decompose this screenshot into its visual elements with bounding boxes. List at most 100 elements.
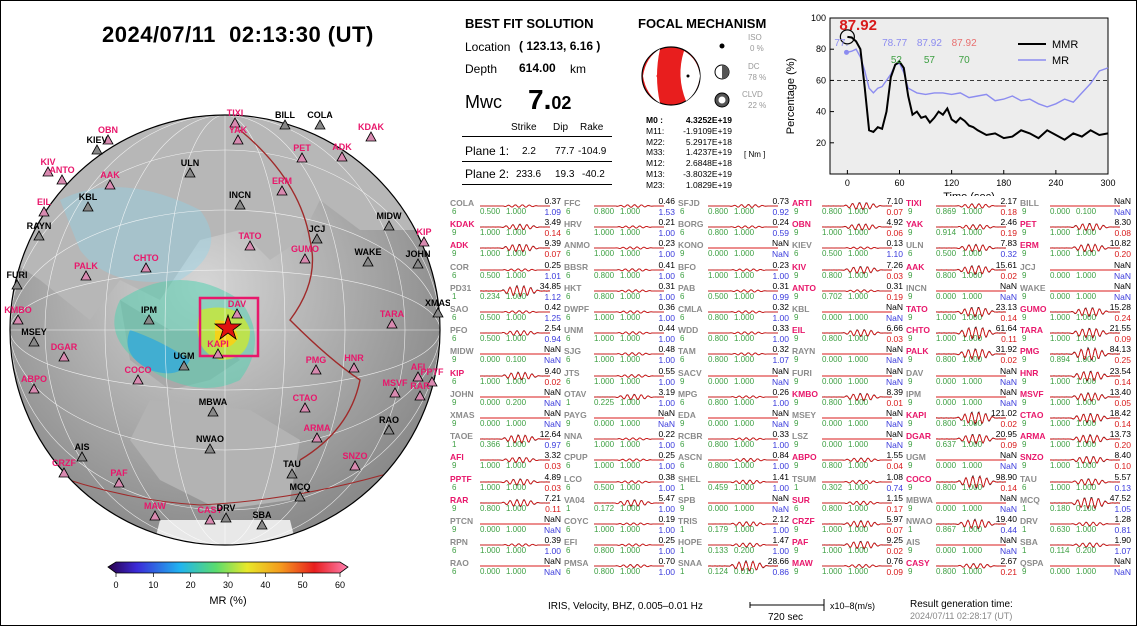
station-palk[interactable]: PALK 31.92 9 0.800 1.000 0.02	[906, 344, 1019, 365]
station-va04[interactable]: VA04 5.47 1 0.172 1.000 1.00	[564, 493, 677, 514]
station-tau[interactable]: TAU 5.57 6 1.000 1.000 0.13	[1020, 472, 1133, 493]
station-payg[interactable]: PAYG NaN 9 0.000 1.000 NaN	[564, 408, 677, 429]
station-pet[interactable]: PET 8.30 9 1.000 1.000 0.08	[1020, 217, 1133, 238]
station-rao[interactable]: RAO NaN 6 0.000 1.000 NaN	[450, 556, 563, 577]
station-paf[interactable]: PAF 9.25 9 1.000 1.000 0.02	[792, 535, 905, 556]
station-dwpf[interactable]: DWPF 0.36 6 1.000 1.000 1.00	[564, 302, 677, 323]
station-hope[interactable]: HOPE 1.47 1 0.133 0.200 1.00	[678, 535, 791, 556]
station-dav[interactable]: DAV NaN 9 0.000 1.000 NaN	[906, 366, 1019, 387]
station-mpg[interactable]: MPG 0.26 6 0.800 1.000 1.00	[678, 387, 791, 408]
station-kiv[interactable]: KIV 7.26 9 0.800 1.000 0.03	[792, 260, 905, 281]
station-mbwa[interactable]: MBWA NaN 9 0.000 1.000 NaN	[906, 493, 1019, 514]
station-coyc[interactable]: COYC 0.19 6 1.000 1.000 1.00	[564, 514, 677, 535]
station-jts[interactable]: JTS 0.55 6 1.000 1.000 1.00	[564, 366, 677, 387]
station-sur[interactable]: SUR 1.15 6 0.800 1.000 0.17	[792, 493, 905, 514]
station-efi[interactable]: EFI 0.25 6 0.800 1.000 1.00	[564, 535, 677, 556]
station-erm[interactable]: ERM 10.82 9 1.000 1.000 0.20	[1020, 238, 1133, 259]
station-kiev[interactable]: KIEV 0.13 6 0.500 1.000 1.10	[792, 238, 905, 259]
station-lsz[interactable]: LSZ NaN 9 0.000 1.000 NaN	[792, 429, 905, 450]
station-wdd[interactable]: WDD 0.33 6 0.800 1.000 1.00	[678, 323, 791, 344]
station-wake[interactable]: WAKE NaN 9 0.000 1.000 NaN	[1020, 281, 1133, 302]
station-nna[interactable]: NNA 0.22 6 1.000 1.000 1.00	[564, 429, 677, 450]
station-anmo[interactable]: ANMO 0.23 6 1.000 1.000 1.00	[564, 238, 677, 259]
station-ffc[interactable]: FFC 0.46 6 0.800 1.000 1.53	[564, 196, 677, 217]
station-anto[interactable]: ANTO 0.31 9 0.702 1.000 0.19	[792, 281, 905, 302]
station-chto[interactable]: CHTO 61.64 9 1.000 1.000 0.11	[906, 323, 1019, 344]
station-sao[interactable]: SAO 0.42 6 0.500 1.000 1.25	[450, 302, 563, 323]
station-crzf[interactable]: CRZF 5.97 9 1.000 1.000 0.07	[792, 514, 905, 535]
station-gumo[interactable]: GUMO 15.28 9 1.000 1.000 0.24	[1020, 302, 1133, 323]
station-tsum[interactable]: TSUM 1.08 1 0.302 1.000 0.74	[792, 472, 905, 493]
station-afi[interactable]: AFI 3.32 9 1.000 1.000 0.03	[450, 450, 563, 471]
station-furi[interactable]: FURI NaN 9 0.000 1.000 NaN	[792, 366, 905, 387]
station-nwao[interactable]: NWAO 19.40 1 0.867 1.000 0.44	[906, 514, 1019, 535]
station-tato[interactable]: TATO 23.13 9 1.000 1.000 0.14	[906, 302, 1019, 323]
station-arti[interactable]: ARTI 7.10 9 0.800 1.000 0.07	[792, 196, 905, 217]
station-pfo[interactable]: PFO 2.54 6 0.500 1.000 0.94	[450, 323, 563, 344]
station-cpup[interactable]: CPUP 0.25 6 1.000 1.000 1.00	[564, 450, 677, 471]
station-hnr[interactable]: HNR 23.54 9 1.000 1.000 0.14	[1020, 366, 1133, 387]
station-rayn[interactable]: RAYN NaN 9 0.000 1.000 NaN	[792, 344, 905, 365]
station-cola[interactable]: COLA 0.37 6 0.500 1.000 1.09	[450, 196, 563, 217]
station-bill[interactable]: BILL NaN 9 0.000 0.100 NaN	[1020, 196, 1133, 217]
station-kmbo[interactable]: KMBO 8.39 9 0.800 1.000 0.01	[792, 387, 905, 408]
station-spb[interactable]: SPB NaN 9 0.000 1.000 NaN	[678, 493, 791, 514]
station-pmsa[interactable]: PMSA 0.70 6 0.800 1.000 1.00	[564, 556, 677, 577]
station-kapi[interactable]: KAPI 121.02 9 0.800 1.000 0.02	[906, 408, 1019, 429]
station-sba[interactable]: SBA 1.90 1 0.114 0.200 1.07	[1020, 535, 1133, 556]
station-cor[interactable]: COR 0.25 6 0.500 1.000 1.01	[450, 260, 563, 281]
station-midw[interactable]: MIDW NaN 9 0.000 0.100 NaN	[450, 344, 563, 365]
station-kono[interactable]: KONO NaN 9 0.000 1.000 NaN	[678, 238, 791, 259]
station-pab[interactable]: PAB 0.31 6 0.500 1.000 0.99	[678, 281, 791, 302]
station-ptcn[interactable]: PTCN NaN 9 0.000 1.000 NaN	[450, 514, 563, 535]
station-bfo[interactable]: BFO 0.23 6 1.000 1.000 1.00	[678, 260, 791, 281]
station-pd31[interactable]: PD31 34.85 1 0.234 1.000 1.12	[450, 281, 563, 302]
station-ascn[interactable]: ASCN 0.84 6 0.800 1.000 1.00	[678, 450, 791, 471]
station-rpn[interactable]: RPN 0.39 6 1.000 1.000 1.00	[450, 535, 563, 556]
station-arma[interactable]: ARMA 13.73 9 1.000 1.000 0.20	[1020, 429, 1133, 450]
station-shel[interactable]: SHEL 1.41 1 0.459 1.000 1.00	[678, 472, 791, 493]
station-kip[interactable]: KIP 9.40 6 1.000 1.000 0.02	[450, 366, 563, 387]
station-rcbr[interactable]: RCBR 0.33 6 0.800 1.000 1.00	[678, 429, 791, 450]
station-tixi[interactable]: TIXI 2.17 9 0.869 1.000 0.18	[906, 196, 1019, 217]
station-qspa[interactable]: QSPA NaN 9 0.000 1.000 NaN	[1020, 556, 1133, 577]
station-mcq[interactable]: MCQ 47.52 1 0.180 0.100 1.05	[1020, 493, 1133, 514]
station-uln[interactable]: ULN 7.83 6 0.500 1.000 0.32	[906, 238, 1019, 259]
station-sjg[interactable]: SJG 0.48 6 1.000 1.000 1.00	[564, 344, 677, 365]
station-snaa[interactable]: SNAA 28.66 1 0.124 0.010 0.86	[678, 556, 791, 577]
station-tam[interactable]: TAM 0.32 6 0.800 1.000 1.07	[678, 344, 791, 365]
station-rar[interactable]: RAR 7.21 9 0.800 1.000 0.11	[450, 493, 563, 514]
station-abpo[interactable]: ABPO 1.55 9 0.800 1.000 0.04	[792, 450, 905, 471]
station-maw[interactable]: MAW 0.76 9 1.000 1.000 0.09	[792, 556, 905, 577]
station-aak[interactable]: AAK 15.61 9 0.800 1.000 0.02	[906, 260, 1019, 281]
station-ipm[interactable]: IPM NaN 9 0.000 1.000 NaN	[906, 387, 1019, 408]
station-yak[interactable]: YAK 2.46 9 0.914 1.000 0.19	[906, 217, 1019, 238]
station-unm[interactable]: UNM 0.44 6 1.000 1.000 1.00	[564, 323, 677, 344]
station-cmla[interactable]: CMLA 0.32 6 0.800 1.000 1.00	[678, 302, 791, 323]
station-tris[interactable]: TRIS 2.12 1 0.179 1.000 1.00	[678, 514, 791, 535]
station-msey[interactable]: MSEY NaN 9 0.000 1.000 NaN	[792, 408, 905, 429]
station-pmg[interactable]: PMG 84.13 9 0.894 1.000 0.25	[1020, 344, 1133, 365]
station-kbl[interactable]: KBL NaN 9 0.000 1.000 NaN	[792, 302, 905, 323]
station-dgar[interactable]: DGAR 20.95 9 0.637 1.000 0.09	[906, 429, 1019, 450]
station-incn[interactable]: INCN NaN 9 0.000 1.000 NaN	[906, 281, 1019, 302]
station-borg[interactable]: BORG 0.24 6 0.800 1.000 0.59	[678, 217, 791, 238]
station-ctao[interactable]: CTAO 18.42 9 1.000 1.000 0.14	[1020, 408, 1133, 429]
station-sacv[interactable]: SACV NaN 9 0.000 1.000 NaN	[678, 366, 791, 387]
station-lco[interactable]: LCO 0.38 6 0.500 1.000 1.00	[564, 472, 677, 493]
station-hrv[interactable]: HRV 0.21 6 1.000 1.000 1.00	[564, 217, 677, 238]
station-bbsr[interactable]: BBSR 0.41 6 0.800 1.000 1.00	[564, 260, 677, 281]
station-kdak[interactable]: KDAK 3.49 9 1.000 1.000 0.14	[450, 217, 563, 238]
station-adk[interactable]: ADK 9.39 9 1.000 1.000 0.07	[450, 238, 563, 259]
station-taoe[interactable]: TAOE 12.64 1 0.366 1.000 0.97	[450, 429, 563, 450]
station-tara[interactable]: TARA 21.55 9 1.000 1.000 0.09	[1020, 323, 1133, 344]
station-casy[interactable]: CASY 2.67 9 0.800 1.000 0.21	[906, 556, 1019, 577]
station-coco[interactable]: COCO 98.90 9 0.800 1.000 0.14	[906, 472, 1019, 493]
station-obn[interactable]: OBN 4.92 9 1.000 1.000 0.06	[792, 217, 905, 238]
station-snzo[interactable]: SNZO 8.40 9 1.000 1.000 0.10	[1020, 450, 1133, 471]
station-drv[interactable]: DRV 1.28 1 0.630 1.000 0.81	[1020, 514, 1133, 535]
station-john[interactable]: JOHN NaN 9 0.000 0.200 NaN	[450, 387, 563, 408]
station-jcj[interactable]: JCJ NaN 9 0.000 1.000 NaN	[1020, 260, 1133, 281]
station-sfjd[interactable]: SFJD 0.73 6 0.800 1.000 0.92	[678, 196, 791, 217]
station-hkt[interactable]: HKT 0.31 6 0.800 1.000 1.00	[564, 281, 677, 302]
